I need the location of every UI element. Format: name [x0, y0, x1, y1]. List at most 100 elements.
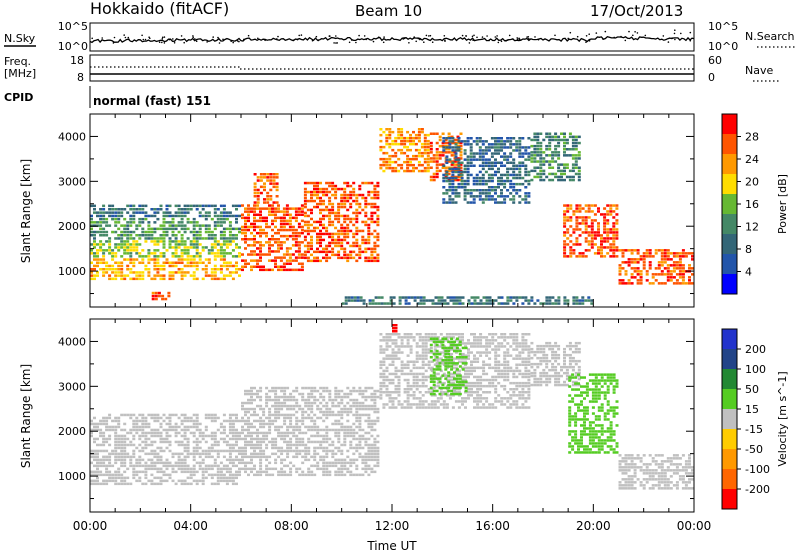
power-cell	[423, 133, 427, 137]
power-cell	[355, 244, 359, 248]
power-cell	[316, 184, 319, 188]
power-cell	[201, 249, 205, 252]
velocity-cell	[412, 372, 416, 376]
velocity-cell	[400, 339, 404, 342]
power-cell	[120, 243, 124, 246]
power-cell	[319, 220, 322, 224]
velocity-cell	[180, 458, 184, 462]
velocity-cell	[364, 440, 368, 444]
velocity-cell	[165, 428, 169, 432]
power-cell	[506, 195, 510, 198]
velocity-cell	[219, 470, 223, 474]
power-cell	[328, 250, 332, 254]
power-cell	[141, 211, 145, 214]
power-cell	[157, 291, 161, 295]
power-cell	[584, 231, 588, 234]
power-cell	[452, 299, 456, 302]
power-cell	[675, 261, 679, 264]
power-cell	[385, 142, 389, 146]
velocity-cell	[250, 431, 253, 435]
velocity-cell	[370, 446, 374, 450]
power-cell	[367, 217, 371, 221]
power-cell	[590, 240, 594, 243]
power-cell	[123, 258, 127, 261]
power-cell	[355, 259, 359, 263]
power-cell	[364, 247, 368, 251]
nsearch-dot	[355, 41, 357, 44]
power-cell	[274, 219, 277, 223]
velocity-cell	[349, 431, 353, 435]
power-cell	[563, 148, 566, 151]
nsearch-dot	[506, 39, 509, 41]
power-cell	[428, 299, 432, 302]
power-cell	[247, 219, 250, 223]
power-cell	[484, 152, 488, 155]
power-cell	[380, 302, 384, 305]
velocity-cell	[313, 464, 317, 468]
power-cell	[584, 249, 588, 252]
power-cell	[521, 296, 525, 299]
velocity-cell	[102, 479, 106, 483]
power-cell	[256, 207, 259, 210]
power-cell	[460, 179, 464, 183]
power-cell	[392, 302, 396, 305]
velocity-cell	[144, 473, 148, 477]
power-cell	[571, 154, 575, 157]
power-cell	[648, 261, 652, 264]
velocity-cell	[274, 395, 278, 399]
velocity-cell	[334, 431, 338, 435]
power-cell	[621, 255, 625, 258]
velocity-cell	[138, 464, 142, 468]
velocity-cell	[409, 388, 413, 391]
velocity-cell	[102, 440, 106, 444]
velocity-cell	[307, 386, 311, 390]
velocity-cell	[250, 452, 253, 456]
power-cell	[404, 296, 408, 299]
velocity-cell	[222, 455, 226, 459]
power-cell	[444, 144, 448, 148]
velocity-cell	[262, 407, 266, 411]
power-cell	[135, 227, 139, 231]
power-cell	[367, 247, 371, 251]
power-cell	[563, 243, 567, 246]
power-cell	[310, 181, 313, 185]
power-cell	[177, 240, 181, 243]
power-cell	[271, 228, 274, 232]
power-cell	[578, 255, 582, 258]
nsearch-dot	[168, 38, 171, 41]
power-cell	[536, 141, 540, 145]
velocity-cell	[153, 440, 157, 444]
power-cell	[111, 264, 115, 268]
power-cell	[210, 252, 214, 255]
power-cell	[548, 141, 552, 145]
velocity-cell	[207, 467, 211, 471]
power-cell	[566, 219, 570, 222]
velocity-cell	[316, 452, 320, 456]
velocity-cell	[424, 336, 428, 339]
velocity-cell	[231, 449, 235, 453]
velocity-cell	[277, 425, 281, 429]
power-cell	[563, 151, 566, 154]
power-cell	[337, 241, 341, 245]
power-cell	[666, 279, 670, 282]
power-cell	[358, 256, 362, 260]
power-cell	[174, 252, 178, 255]
velocity-cell	[364, 407, 368, 411]
power-cell	[162, 261, 166, 264]
velocity-cell	[274, 452, 278, 456]
power-cell	[340, 256, 344, 260]
velocity-cell	[361, 413, 365, 417]
velocity-cell	[310, 401, 314, 405]
velocity-cell	[394, 397, 398, 400]
power-cell	[90, 243, 93, 246]
velocity-cell	[289, 467, 293, 471]
power-cell	[581, 299, 585, 302]
velocity-cell	[198, 455, 202, 459]
power-cell	[512, 296, 516, 299]
power-cell	[269, 188, 273, 192]
power-cell	[300, 256, 304, 259]
power-cell	[144, 230, 148, 234]
power-cell	[192, 224, 196, 227]
velocity-cell	[397, 388, 401, 391]
power-cell	[367, 241, 371, 245]
